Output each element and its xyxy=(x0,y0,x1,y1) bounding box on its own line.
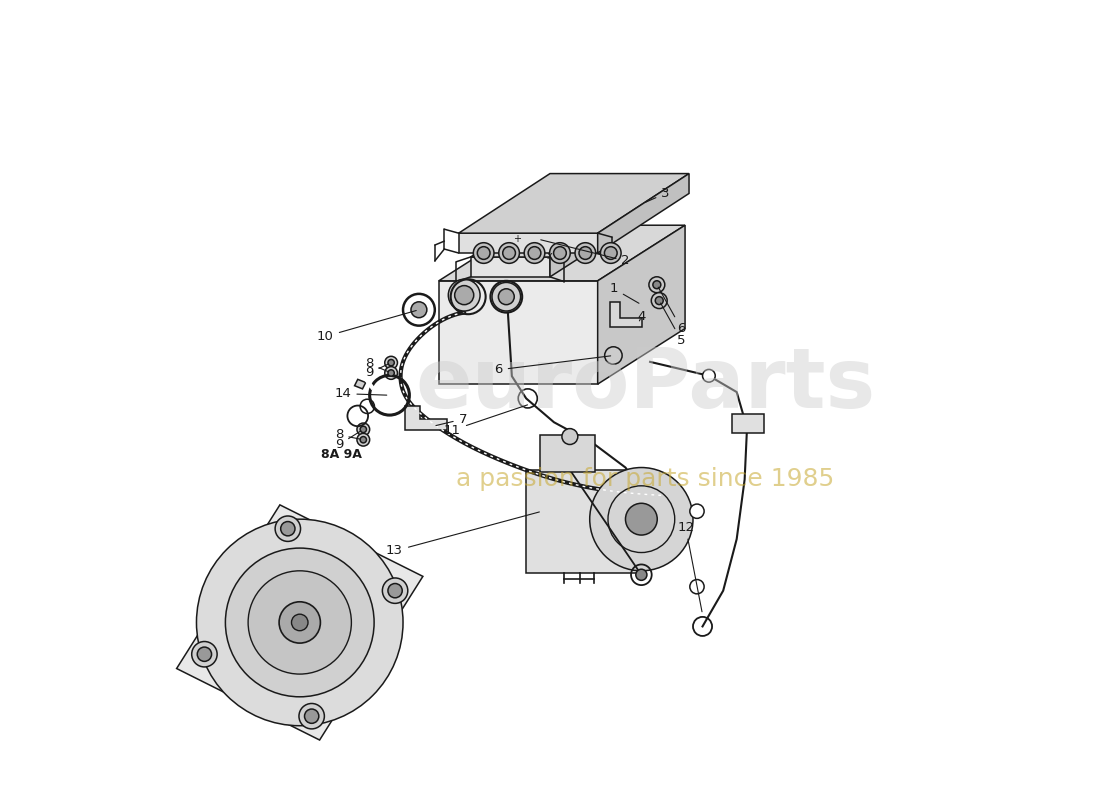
Polygon shape xyxy=(177,505,422,740)
Circle shape xyxy=(649,277,664,293)
Circle shape xyxy=(292,614,308,630)
Circle shape xyxy=(197,647,211,662)
Circle shape xyxy=(498,289,515,305)
Circle shape xyxy=(197,519,403,726)
Text: 6: 6 xyxy=(494,356,611,376)
Circle shape xyxy=(604,246,617,259)
Circle shape xyxy=(503,246,516,259)
Circle shape xyxy=(383,578,408,603)
Circle shape xyxy=(562,429,578,445)
Text: 6: 6 xyxy=(658,287,685,335)
Polygon shape xyxy=(439,226,685,281)
Circle shape xyxy=(651,293,668,309)
Text: 1: 1 xyxy=(609,282,639,303)
Circle shape xyxy=(605,346,623,364)
Circle shape xyxy=(449,279,480,311)
Text: 8: 8 xyxy=(336,429,361,442)
Circle shape xyxy=(280,522,295,536)
Text: 2: 2 xyxy=(541,240,630,267)
Polygon shape xyxy=(597,226,685,384)
Text: x: x xyxy=(547,251,552,261)
Circle shape xyxy=(275,516,300,542)
Circle shape xyxy=(575,242,596,263)
Circle shape xyxy=(385,356,397,369)
Circle shape xyxy=(360,426,366,433)
Text: 5: 5 xyxy=(661,303,685,347)
FancyBboxPatch shape xyxy=(732,414,763,433)
Text: 4: 4 xyxy=(637,310,646,323)
Circle shape xyxy=(473,242,494,263)
Circle shape xyxy=(492,282,520,311)
Polygon shape xyxy=(354,379,365,389)
Circle shape xyxy=(191,642,217,667)
Circle shape xyxy=(525,242,544,263)
Polygon shape xyxy=(471,222,606,257)
Text: euroParts: euroParts xyxy=(415,344,876,425)
Text: 12: 12 xyxy=(678,521,702,612)
Text: 9: 9 xyxy=(336,431,361,451)
Text: 3: 3 xyxy=(646,187,670,202)
Circle shape xyxy=(388,583,403,598)
Circle shape xyxy=(703,370,715,382)
Circle shape xyxy=(388,359,394,366)
Circle shape xyxy=(636,570,647,580)
Circle shape xyxy=(590,467,693,571)
Circle shape xyxy=(528,246,541,259)
Polygon shape xyxy=(459,233,597,253)
Circle shape xyxy=(385,366,397,379)
Text: 10: 10 xyxy=(317,310,416,343)
Text: 7: 7 xyxy=(436,413,468,426)
Text: +: + xyxy=(513,234,520,244)
Circle shape xyxy=(653,281,661,289)
Text: 8: 8 xyxy=(365,357,388,372)
Text: 14: 14 xyxy=(334,387,387,400)
Circle shape xyxy=(279,602,320,643)
Polygon shape xyxy=(526,470,641,573)
Polygon shape xyxy=(610,302,642,327)
Polygon shape xyxy=(439,281,597,384)
Circle shape xyxy=(305,709,319,723)
Circle shape xyxy=(690,504,704,518)
Circle shape xyxy=(299,703,324,729)
Polygon shape xyxy=(406,406,447,430)
Circle shape xyxy=(454,286,474,305)
Text: 13: 13 xyxy=(386,512,539,558)
FancyBboxPatch shape xyxy=(540,435,595,471)
Circle shape xyxy=(477,246,490,259)
Text: 8A 9A: 8A 9A xyxy=(321,447,362,461)
Polygon shape xyxy=(597,174,689,253)
Polygon shape xyxy=(459,174,689,233)
Text: a passion for parts since 1985: a passion for parts since 1985 xyxy=(456,467,835,491)
Polygon shape xyxy=(550,222,606,277)
Polygon shape xyxy=(471,257,550,277)
Circle shape xyxy=(388,370,394,376)
Text: 9: 9 xyxy=(365,364,388,379)
Circle shape xyxy=(553,246,566,259)
Circle shape xyxy=(249,571,351,674)
Circle shape xyxy=(358,423,370,436)
Circle shape xyxy=(656,297,663,305)
Circle shape xyxy=(360,437,366,443)
Circle shape xyxy=(579,246,592,259)
Text: 11: 11 xyxy=(444,405,528,437)
Circle shape xyxy=(411,302,427,318)
Circle shape xyxy=(626,503,658,535)
Circle shape xyxy=(226,548,374,697)
Circle shape xyxy=(358,434,370,446)
Circle shape xyxy=(498,242,519,263)
Circle shape xyxy=(601,242,621,263)
Circle shape xyxy=(550,242,570,263)
